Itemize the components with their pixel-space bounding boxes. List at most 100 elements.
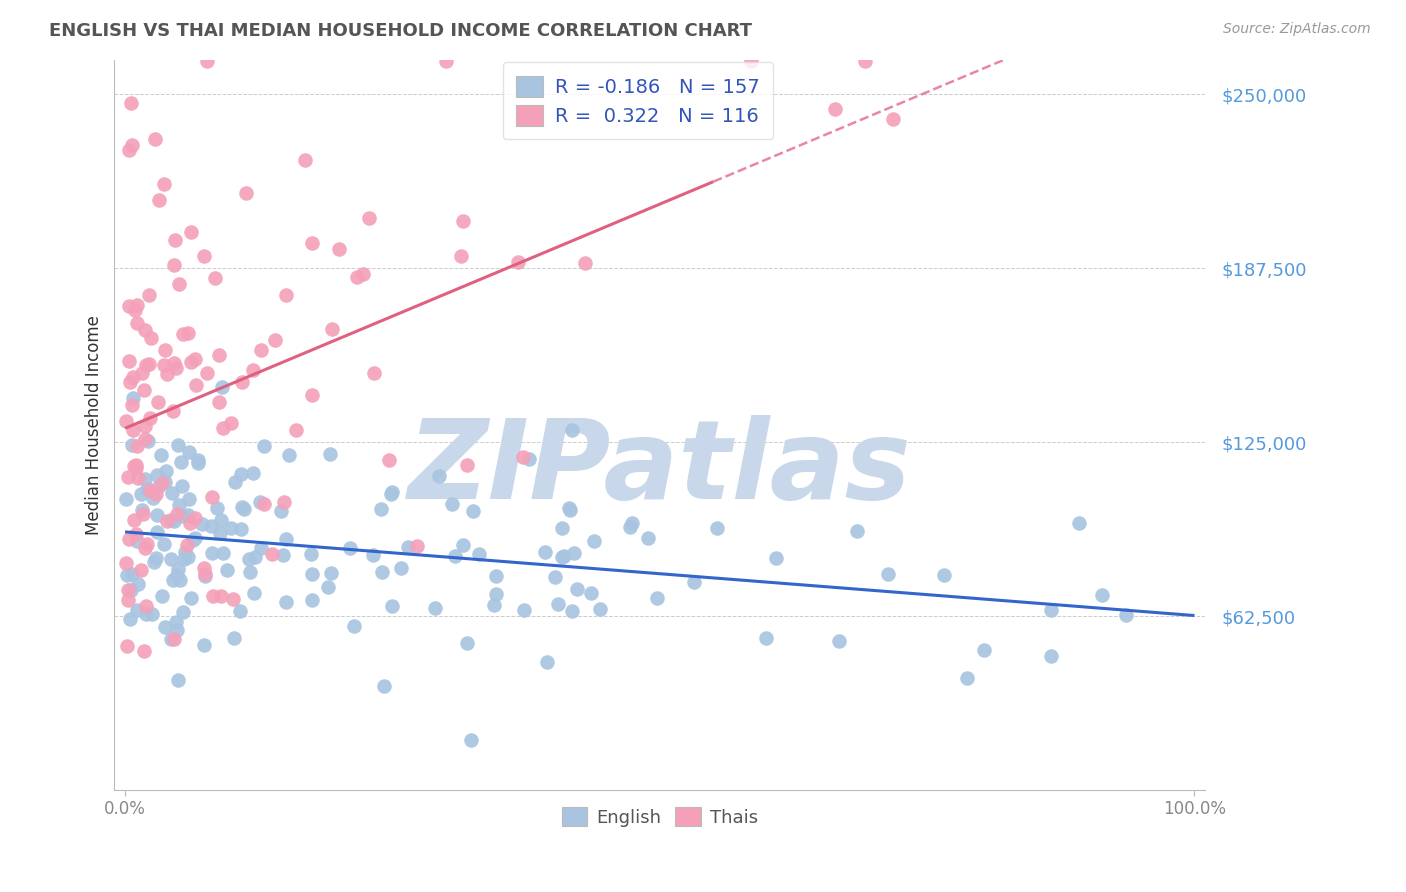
Point <box>118 299 141 313</box>
Point <box>146 525 169 540</box>
Point <box>122 459 145 474</box>
Point <box>212 421 235 435</box>
Point <box>122 369 145 384</box>
Point <box>169 455 191 469</box>
Point <box>956 671 979 685</box>
Point <box>485 587 508 601</box>
Point <box>450 249 472 263</box>
Point <box>150 475 173 490</box>
Point <box>141 330 163 344</box>
Point <box>205 500 228 515</box>
Point <box>129 563 152 577</box>
Point <box>135 607 157 621</box>
Point <box>115 414 138 428</box>
Point <box>260 547 283 561</box>
Point <box>165 360 187 375</box>
Point <box>391 560 413 574</box>
Point <box>229 604 252 618</box>
Point <box>482 598 505 612</box>
Point <box>176 538 198 552</box>
Point <box>301 593 323 607</box>
Point <box>301 566 323 581</box>
Point <box>139 483 162 498</box>
Point <box>343 618 366 632</box>
Point <box>179 516 201 530</box>
Point <box>242 363 264 377</box>
Point <box>187 453 209 467</box>
Text: Source: ZipAtlas.com: Source: ZipAtlas.com <box>1223 22 1371 37</box>
Point <box>405 539 427 553</box>
Point <box>370 502 392 516</box>
Point <box>162 404 184 418</box>
Point <box>285 424 308 438</box>
Point <box>163 515 186 529</box>
Point <box>153 620 176 634</box>
Point <box>167 562 190 576</box>
Point <box>194 566 217 581</box>
Point <box>294 153 316 167</box>
Legend: English, Thais: English, Thais <box>553 798 766 836</box>
Point <box>444 549 467 563</box>
Point <box>204 271 226 285</box>
Point <box>208 526 231 541</box>
Point <box>124 302 146 317</box>
Point <box>167 498 190 512</box>
Point <box>544 569 567 583</box>
Point <box>150 589 173 603</box>
Point <box>973 642 995 657</box>
Point <box>229 522 252 536</box>
Point <box>201 546 224 560</box>
Point <box>180 355 202 369</box>
Point <box>853 54 876 68</box>
Point <box>828 633 851 648</box>
Point <box>121 438 143 452</box>
Point <box>160 632 183 647</box>
Point <box>558 503 581 517</box>
Point <box>461 504 484 518</box>
Point <box>193 561 215 575</box>
Point <box>468 548 491 562</box>
Point <box>547 597 569 611</box>
Point <box>117 568 139 582</box>
Point <box>134 432 156 446</box>
Point <box>145 550 167 565</box>
Point <box>235 186 257 200</box>
Point <box>427 468 450 483</box>
Point <box>125 458 148 472</box>
Point <box>209 513 232 527</box>
Point <box>138 288 160 302</box>
Point <box>1091 588 1114 602</box>
Point <box>645 591 668 606</box>
Point <box>846 524 869 539</box>
Point <box>181 533 204 547</box>
Point <box>163 356 186 370</box>
Point <box>118 143 141 157</box>
Point <box>125 298 148 312</box>
Point <box>135 359 157 373</box>
Point <box>876 566 898 581</box>
Point <box>132 384 155 398</box>
Point <box>187 456 209 470</box>
Point <box>456 636 478 650</box>
Point <box>582 533 605 548</box>
Point <box>299 547 322 561</box>
Point <box>319 447 342 461</box>
Point <box>683 575 706 590</box>
Point <box>115 556 138 570</box>
Point <box>156 368 179 382</box>
Point <box>118 612 141 626</box>
Point <box>512 450 534 464</box>
Point <box>121 137 143 152</box>
Point <box>166 507 188 521</box>
Point <box>271 548 294 562</box>
Point <box>242 467 264 481</box>
Y-axis label: Median Household Income: Median Household Income <box>86 315 103 534</box>
Point <box>172 327 194 342</box>
Point <box>153 475 176 489</box>
Point <box>346 270 368 285</box>
Point <box>125 439 148 453</box>
Point <box>250 343 273 358</box>
Point <box>127 534 149 549</box>
Point <box>316 580 339 594</box>
Point <box>363 548 385 562</box>
